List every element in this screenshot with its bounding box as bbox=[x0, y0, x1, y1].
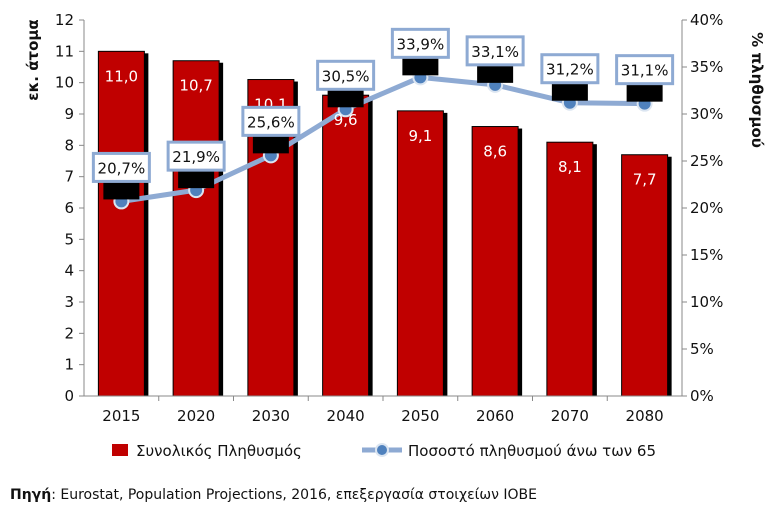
left-tick-label: 11 bbox=[55, 42, 74, 60]
bar-value-label: 11,0 bbox=[105, 67, 138, 85]
bar-value-label: 9,6 bbox=[334, 111, 358, 129]
point-value-label: 30,5% bbox=[322, 67, 370, 85]
left-tick-label: 10 bbox=[55, 74, 74, 92]
label-shadow bbox=[178, 170, 215, 189]
right-tick-label: 15% bbox=[690, 246, 723, 264]
bar-value-label: 9,1 bbox=[408, 127, 432, 145]
label-shadow bbox=[477, 64, 514, 83]
left-tick-label: 0 bbox=[64, 387, 74, 405]
x-tick-label: 2015 bbox=[102, 407, 140, 425]
x-tick-label: 2080 bbox=[626, 407, 664, 425]
right-axis-title: % πληθυσμού bbox=[748, 32, 766, 148]
legend-swatch-point bbox=[375, 443, 389, 457]
left-tick-label: 6 bbox=[64, 199, 74, 217]
legend-label-line: Ποσοστό πληθυσμού άνω των 65 bbox=[408, 442, 656, 460]
x-tick-label: 2060 bbox=[476, 407, 514, 425]
legend-label-bars: Συνολικός Πληθυσμός bbox=[136, 442, 302, 460]
right-tick-label: 0% bbox=[690, 387, 714, 405]
right-tick-label: 40% bbox=[690, 11, 723, 29]
left-tick-label: 9 bbox=[64, 105, 74, 123]
left-tick-label: 3 bbox=[64, 293, 74, 311]
source-text: : Eurostat, Population Projections, 2016… bbox=[51, 487, 538, 503]
bar-value-label: 10,7 bbox=[179, 77, 212, 95]
left-tick-label: 8 bbox=[64, 136, 74, 154]
point-value-label: 33,1% bbox=[471, 43, 519, 61]
bar bbox=[621, 154, 669, 397]
bar bbox=[396, 110, 444, 397]
x-tick-label: 2020 bbox=[177, 407, 215, 425]
legend: Συνολικός Πληθυσμός Ποσοστό πληθυσμού άνω… bbox=[112, 442, 656, 460]
left-tick-label: 5 bbox=[64, 230, 74, 248]
chart: 01234567891011120%5%10%15%20%25%30%35%40… bbox=[24, 11, 766, 460]
point-label-box bbox=[241, 105, 301, 137]
bar bbox=[471, 126, 519, 397]
label-shadow bbox=[327, 89, 364, 108]
bar bbox=[172, 60, 220, 397]
bar-value-label: 8,1 bbox=[558, 158, 582, 176]
bars-layer bbox=[97, 50, 672, 397]
left-tick-label: 12 bbox=[55, 11, 74, 29]
x-tick-label: 2050 bbox=[401, 407, 439, 425]
point-label-box bbox=[465, 35, 525, 67]
point-value-label: 31,1% bbox=[621, 62, 669, 80]
label-shadow bbox=[103, 181, 140, 200]
right-tick-label: 25% bbox=[690, 152, 723, 170]
x-tick-label: 2070 bbox=[551, 407, 589, 425]
point-label-box bbox=[316, 59, 376, 91]
point-label-box bbox=[91, 151, 151, 183]
right-tick-label: 5% bbox=[690, 340, 714, 358]
bar bbox=[97, 50, 145, 397]
legend-swatch-bars bbox=[112, 444, 128, 456]
point-value-label: 33,9% bbox=[397, 35, 445, 53]
right-tick-label: 20% bbox=[690, 199, 723, 217]
left-tick-label: 2 bbox=[64, 324, 74, 342]
bar-value-label: 7,7 bbox=[633, 171, 657, 189]
point-label-box bbox=[540, 53, 600, 85]
bar bbox=[322, 94, 370, 397]
right-tick-label: 35% bbox=[690, 58, 723, 76]
left-tick-label: 1 bbox=[64, 356, 74, 374]
point-value-label: 25,6% bbox=[247, 113, 295, 131]
source-note: Πηγή: Eurostat, Population Projections, … bbox=[10, 487, 537, 503]
point-value-label: 20,7% bbox=[98, 159, 146, 177]
right-tick-label: 10% bbox=[690, 293, 723, 311]
point-label-box bbox=[166, 140, 226, 172]
bar bbox=[546, 141, 594, 397]
left-tick-label: 7 bbox=[64, 168, 74, 186]
axes-layer: 01234567891011120%5%10%15%20%25%30%35%40… bbox=[24, 11, 766, 425]
label-shadow bbox=[551, 82, 588, 101]
point-value-label: 31,2% bbox=[546, 61, 594, 79]
bar-value-label: 8,6 bbox=[483, 143, 507, 161]
labels-layer: 11,010,710,19,69,18,68,17,720,7%21,9%25,… bbox=[91, 27, 675, 200]
x-tick-label: 2040 bbox=[327, 407, 365, 425]
x-tick-label: 2030 bbox=[252, 407, 290, 425]
point-label-box bbox=[390, 27, 450, 59]
right-tick-label: 30% bbox=[690, 105, 723, 123]
point-label-box bbox=[615, 54, 675, 86]
source-label: Πηγή bbox=[10, 487, 52, 503]
label-shadow bbox=[402, 57, 439, 76]
label-shadow bbox=[626, 83, 663, 102]
left-tick-label: 4 bbox=[64, 262, 74, 280]
label-shadow bbox=[252, 135, 289, 154]
left-axis-title: εκ. άτομα bbox=[24, 19, 42, 100]
point-value-label: 21,9% bbox=[172, 148, 220, 166]
